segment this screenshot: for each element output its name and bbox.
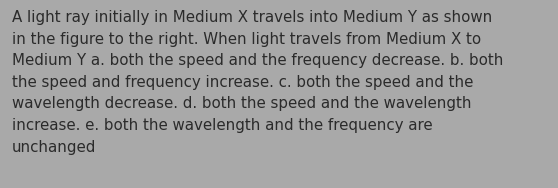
Text: A light ray initially in Medium X travels into Medium Y as shown
in the figure t: A light ray initially in Medium X travel… [12, 10, 503, 155]
